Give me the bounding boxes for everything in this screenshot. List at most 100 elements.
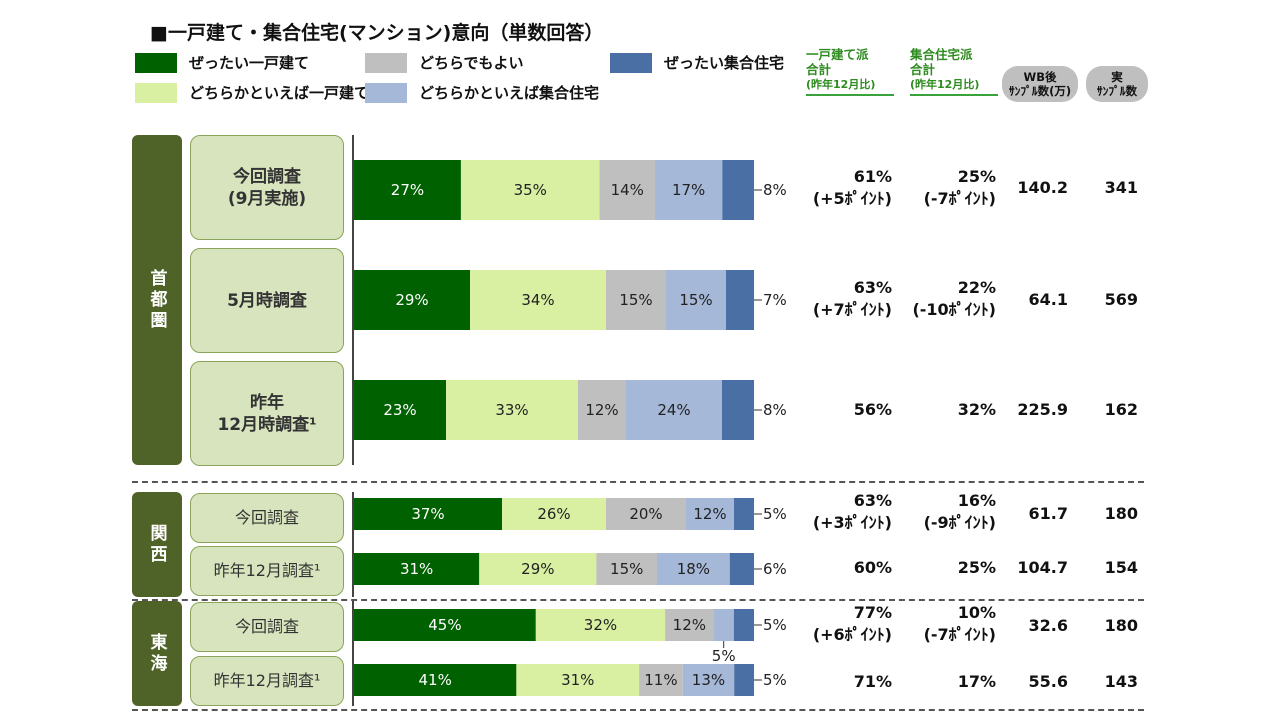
bar-value-label: 20%: [629, 505, 662, 523]
region-divider: [132, 599, 1144, 601]
real-sample-value: 143: [1104, 672, 1138, 691]
house-total-value: 61% (+5ﾎﾟｲﾝﾄ): [812, 167, 892, 208]
bar-value-label: 35%: [514, 181, 547, 199]
bar-segment: [502, 498, 606, 530]
period-label: 昨年 12月時調査¹: [190, 361, 344, 466]
header-apartment-line2: 合計: [910, 62, 936, 77]
axis-line: [352, 601, 354, 706]
bar-segment: [626, 380, 722, 440]
legend-swatch: [135, 82, 177, 103]
bar-segment: [479, 553, 597, 585]
bar-segment: [726, 270, 754, 330]
bar-segment: [460, 160, 600, 220]
bar-segment: [734, 664, 754, 696]
house-total-value: 56%: [853, 400, 892, 419]
wb-sample-value: 64.1: [1028, 290, 1068, 309]
bar-value-label: 15%: [679, 291, 712, 309]
bar-value-label: 24%: [657, 401, 690, 419]
axis-line: [352, 492, 354, 597]
wb-sample-value: 104.7: [1017, 558, 1068, 577]
bar-segment: [596, 553, 658, 585]
region-tokai: 東海: [132, 601, 182, 706]
bar-value-label: 41%: [419, 671, 452, 689]
bar-value-label: 8%: [763, 181, 787, 199]
bar-value-label: 5%: [763, 671, 787, 689]
bar-value-label: 12%: [585, 401, 618, 419]
bar-value-label: 18%: [677, 560, 710, 578]
bar-value-label: 12%: [693, 505, 726, 523]
period-label: 5月時調査: [190, 248, 344, 353]
apartment-total-value: 32%: [957, 400, 996, 419]
header-house-line3: (昨年12月比): [806, 78, 876, 91]
bar-segment: [639, 664, 683, 696]
legend-item-definitely-apartment: ぜったい集合住宅: [610, 52, 784, 73]
bar-value-label: 45%: [428, 616, 461, 634]
bar-segment: [606, 498, 686, 530]
bar-segment: [354, 609, 536, 641]
bar-segment: [657, 553, 730, 585]
wb-sample-value: 140.2: [1017, 178, 1068, 197]
header-real-line2: ｻﾝﾌﾟﾙ数: [1096, 84, 1138, 98]
bar-segment: [354, 498, 502, 530]
apartment-total-value: 16% (-9ﾎﾟｲﾝﾄ): [923, 491, 996, 532]
header-wb-line2: ｻﾝﾌﾟﾙ数(万): [1008, 84, 1072, 98]
real-sample-value: 180: [1104, 616, 1138, 635]
header-house-line1: 一戸建て派: [806, 47, 869, 62]
legend-label: ぜったい集合住宅: [664, 54, 785, 72]
bar-value-label: 15%: [619, 291, 652, 309]
real-sample-value: 180: [1104, 504, 1138, 523]
real-sample-value: 341: [1104, 178, 1138, 197]
bar-value-label: 14%: [611, 181, 644, 199]
bar-value-label: 37%: [411, 505, 444, 523]
header-house-total: 一戸建て派 合計 (昨年12月比): [806, 47, 894, 96]
legend-label: ぜったい一戸建て: [189, 54, 310, 72]
bar-value-label: 5%: [763, 616, 787, 634]
apartment-total-value: 25%: [957, 558, 996, 577]
apartment-total-value: 22% (-10ﾎﾟｲﾝﾄ): [912, 278, 996, 319]
bar-segment: [354, 553, 480, 585]
header-wb-sample: WB後 ｻﾝﾌﾟﾙ数(万): [1002, 66, 1078, 102]
house-total-value: 63% (+7ﾎﾟｲﾝﾄ): [812, 278, 892, 319]
bar-segment: [666, 270, 726, 330]
apartment-total-value: 17%: [957, 672, 996, 691]
header-real-line1: 実: [1111, 70, 1123, 84]
period-label: 昨年12月調査¹: [190, 546, 344, 596]
bar-segment: [686, 498, 734, 530]
legend-label: どちらかといえば集合住宅: [419, 84, 600, 102]
bar-segment: [729, 553, 754, 585]
bar-segment: [665, 609, 714, 641]
bar-value-label: 31%: [561, 671, 594, 689]
bar-segment: [682, 664, 735, 696]
bar-segment: [354, 160, 461, 220]
house-total-value: 77% (+6ﾎﾟｲﾝﾄ): [812, 603, 892, 644]
wb-sample-value: 225.9: [1017, 400, 1068, 419]
period-label: 昨年12月調査¹: [190, 656, 344, 706]
bar-value-label: 17%: [672, 181, 705, 199]
bar-segment: [470, 270, 606, 330]
bar-segment: [446, 380, 578, 440]
real-sample-value: 154: [1104, 558, 1138, 577]
apartment-total-value: 10% (-7ﾎﾟｲﾝﾄ): [923, 603, 996, 644]
period-label: 今回調査: [190, 493, 344, 543]
bar-value-label: 6%: [763, 560, 787, 578]
bar-segment: [734, 498, 754, 530]
bar-value-label: 33%: [495, 401, 528, 419]
bar-segment: [516, 664, 640, 696]
bar-value-label: 34%: [521, 291, 554, 309]
legend-swatch: [365, 52, 407, 73]
wb-sample-value: 32.6: [1028, 616, 1068, 635]
bar-segment: [354, 380, 446, 440]
header-wb-line1: WB後: [1023, 70, 1057, 84]
legend-item-rather-apartment: どちらかといえば集合住宅: [365, 82, 599, 103]
house-total-value: 60%: [853, 558, 892, 577]
bar-value-label: 15%: [610, 560, 643, 578]
bar-segment: [733, 609, 754, 641]
period-label: 今回調査: [190, 602, 344, 652]
bar-value-label: 8%: [763, 401, 787, 419]
legend-swatch: [135, 52, 177, 73]
header-house-line2: 合計: [806, 62, 832, 77]
header-apartment-line3: (昨年12月比): [910, 78, 980, 91]
legend-label: どちらかといえば一戸建て: [189, 84, 370, 102]
legend-item-either: どちらでもよい: [365, 52, 524, 73]
